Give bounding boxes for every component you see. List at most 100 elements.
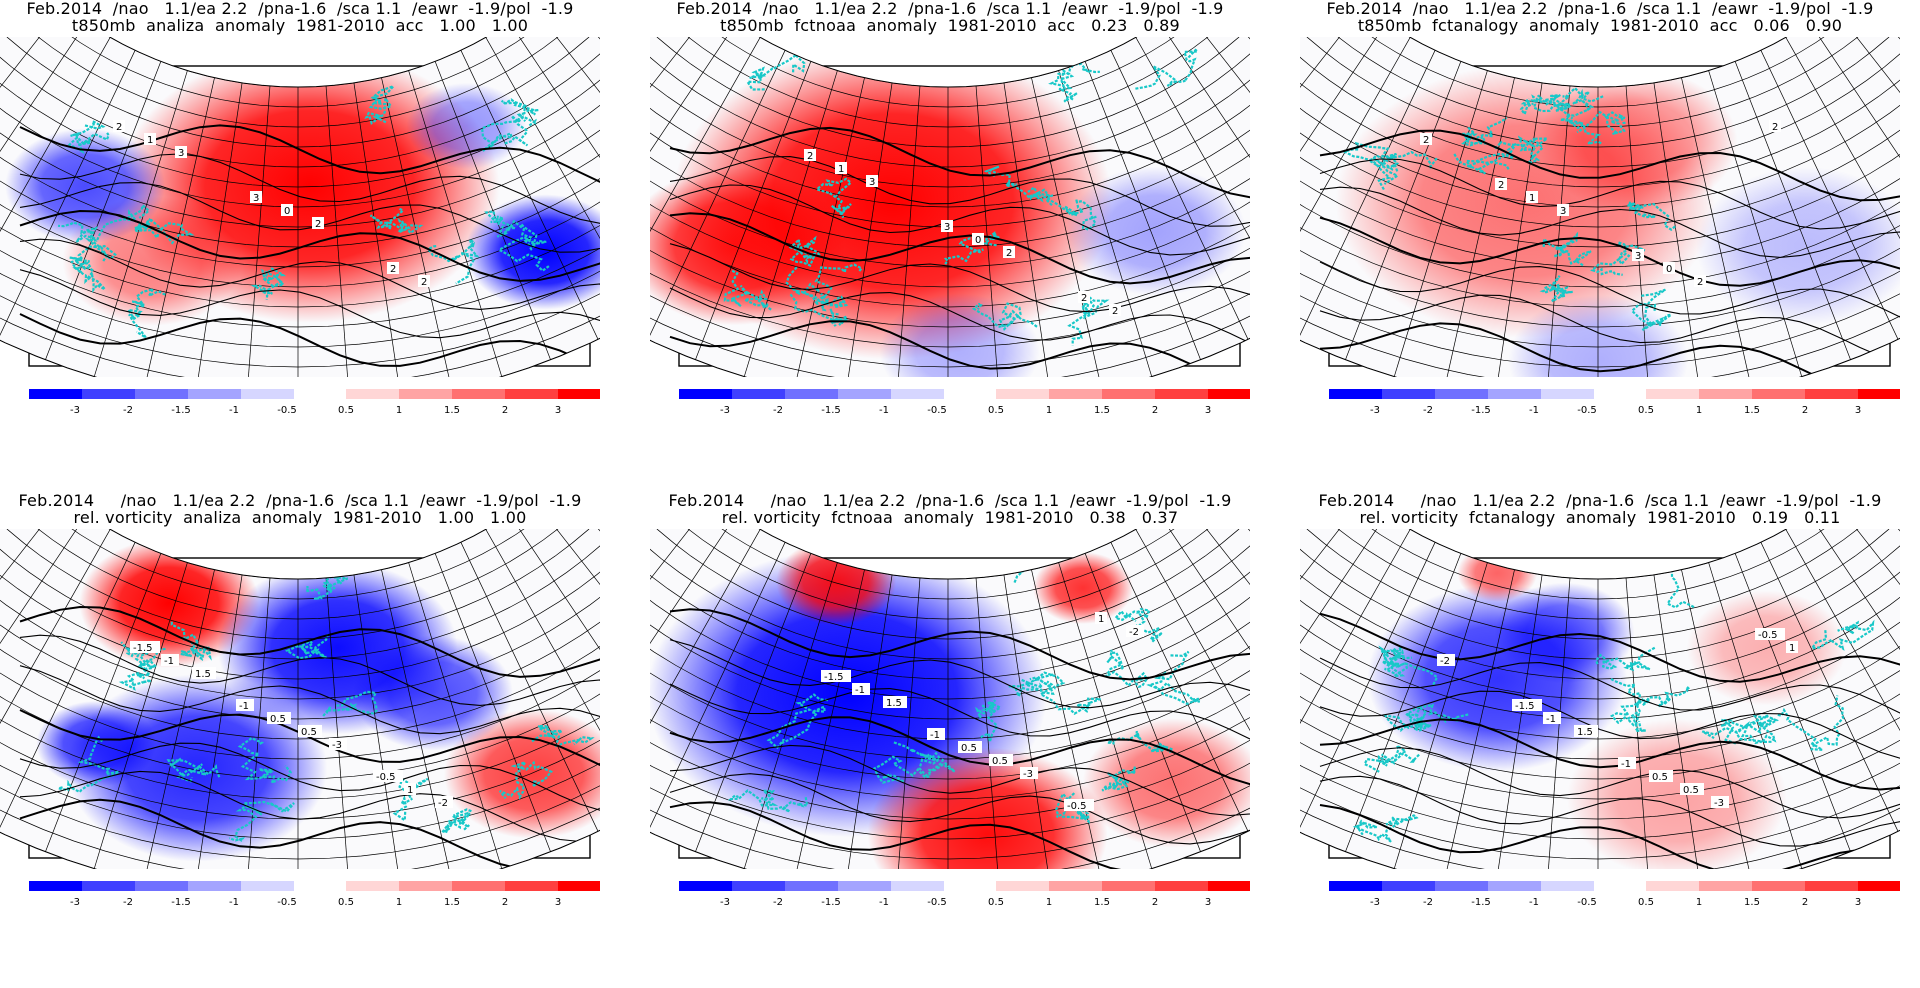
contour-label-box: [958, 741, 982, 753]
contour-label-box: [161, 654, 179, 666]
colorbar-swatch: [679, 389, 732, 399]
contour-label: 0: [284, 206, 290, 217]
colorbar-label: 2: [1152, 897, 1158, 908]
colorbar-swatch: [1752, 881, 1805, 891]
colorbar-label: -2: [773, 405, 783, 416]
contour-label-box: [1632, 249, 1644, 261]
colorbar-swatch: [1541, 881, 1594, 891]
colorbar-swatch: [1102, 881, 1155, 891]
contour-label-box: [804, 149, 816, 161]
colorbar-label: 2: [1152, 405, 1158, 416]
colorbar-swatch: [1858, 389, 1900, 399]
contour-label-box: [1694, 275, 1706, 287]
colorbar-label: -1: [879, 897, 889, 908]
panel-vort-analiza: Feb.2014 /nao 1.1/ea 2.2 /pna-1.6 /sca 1…: [0, 492, 600, 908]
contour-label-box: [1003, 246, 1015, 258]
contour-label-box: [1769, 120, 1781, 132]
contour-label: 2: [116, 122, 122, 133]
colorbar-label: -1: [229, 897, 239, 908]
contour-label-box: [250, 191, 262, 203]
contour-label: 2: [1772, 122, 1778, 133]
contour-label-box: [1543, 712, 1561, 724]
contour-label: -0.5: [376, 772, 396, 783]
contour-label: 3: [944, 222, 950, 233]
colorbar-swatch: [558, 881, 600, 891]
colorbar-label: 3: [1855, 405, 1861, 416]
colorbar-swatch: [188, 881, 241, 891]
colorbar-swatch: [1646, 389, 1699, 399]
colorbar-swatch: [996, 389, 1049, 399]
contour-label-box: [236, 699, 254, 711]
contour-label-box: [144, 133, 156, 145]
colorbar-label: 1: [396, 897, 402, 908]
colorbar-swatch: [1435, 389, 1488, 399]
contour-label: -3: [1714, 798, 1724, 809]
colorbar-swatch: [1208, 389, 1250, 399]
colorbar-swatch: [1646, 881, 1699, 891]
colorbar-swatch: [241, 389, 294, 399]
colorbar-swatch: [452, 881, 505, 891]
contour-label-box: [1095, 612, 1107, 624]
colorbar-label: 3: [1855, 897, 1861, 908]
contour-label-box: [418, 275, 430, 287]
panel-title-line1: Feb.2014 /nao 1.1/ea 2.2 /pna-1.6 /sca 1…: [676, 0, 1224, 18]
panel-title-line2: t850mb fctanalogy anomaly 1981-2010 acc …: [1357, 16, 1843, 35]
contour-label: 0.5: [1683, 785, 1699, 796]
contour-label: 3: [1635, 251, 1641, 262]
colorbar-label: 1: [1696, 897, 1702, 908]
panel-t850-fctnoaa: Feb.2014 /nao 1.1/ea 2.2 /pna-1.6 /sca 1…: [650, 0, 1250, 416]
contour-label-box: [1064, 799, 1094, 811]
panel-title-line1: Feb.2014 /nao 1.1/ea 2.2 /pna-1.6 /sca 1…: [26, 0, 574, 18]
contour-label-box: [1420, 133, 1432, 145]
panel-t850-fctanalogy: Feb.2014 /nao 1.1/ea 2.2 /pna-1.6 /sca 1…: [1300, 0, 1900, 416]
colorbar-label: 0.5: [1638, 897, 1654, 908]
contour-label: -2: [1440, 656, 1450, 667]
colorbar-swatch: [1752, 389, 1805, 399]
contour-label: 0.5: [1652, 772, 1668, 783]
map-plot: -1 -0.5 -1.5 0.5 1 -1 0.5 -2 1.5 -3: [1300, 529, 1900, 869]
colorbar-label: 0.5: [338, 897, 354, 908]
contour-label-box: [927, 728, 945, 740]
contour-label: 2: [421, 277, 427, 288]
colorbar-label: -3: [70, 405, 80, 416]
panel-title-line1: Feb.2014 /nao 1.1/ea 2.2 /pna-1.6 /sca 1…: [1326, 0, 1874, 18]
colorbar-label: -0.5: [927, 405, 947, 416]
colorbar-label: -0.5: [277, 897, 297, 908]
contour-label-box: [298, 725, 322, 737]
colorbar-swatch: [29, 881, 82, 891]
colorbar-swatch: [346, 389, 399, 399]
contour-label: -1: [239, 701, 249, 712]
colorbar-swatch: [399, 389, 452, 399]
colorbar-label: 1.5: [1744, 897, 1760, 908]
contour-label: 3: [1560, 206, 1566, 217]
colorbar-label: -2: [123, 405, 133, 416]
colorbar-swatch: [838, 389, 891, 399]
colorbar-swatch: [1155, 881, 1208, 891]
contour-label-box: [1711, 796, 1729, 808]
colorbar: -3 -2 -1.5 -1 -0.5 0.5 1 1.5 2 3: [1300, 877, 1900, 909]
contour-label: 2: [1112, 306, 1118, 317]
colorbar-label: -1.5: [171, 405, 191, 416]
colorbar-swatch: [1382, 881, 1435, 891]
colorbar-label: 1.5: [1744, 405, 1760, 416]
contour-label: 3: [869, 177, 875, 188]
contour-label: -0.5: [1758, 630, 1778, 641]
colorbar-label: 0.5: [988, 897, 1004, 908]
colorbar-swatch: [732, 389, 785, 399]
contour-label: 1.5: [195, 669, 211, 680]
contour-label-box: [1680, 783, 1704, 795]
colorbar-label: 1: [396, 405, 402, 416]
colorbar-swatch: [399, 881, 452, 891]
colorbar-label: 1.5: [1094, 897, 1110, 908]
contour-label-box: [373, 770, 403, 782]
colorbar-label: 0.5: [1638, 405, 1654, 416]
contour-label-box: [972, 233, 984, 245]
contour-label: -1: [1546, 714, 1556, 725]
colorbar-label: 0.5: [338, 405, 354, 416]
colorbar-swatch: [1435, 881, 1488, 891]
colorbar-swatch: [1488, 881, 1541, 891]
colorbar-label: -0.5: [927, 897, 947, 908]
contour-label: -1: [164, 656, 174, 667]
contour-label-box: [1126, 625, 1144, 637]
colorbar-swatch: [1329, 881, 1382, 891]
